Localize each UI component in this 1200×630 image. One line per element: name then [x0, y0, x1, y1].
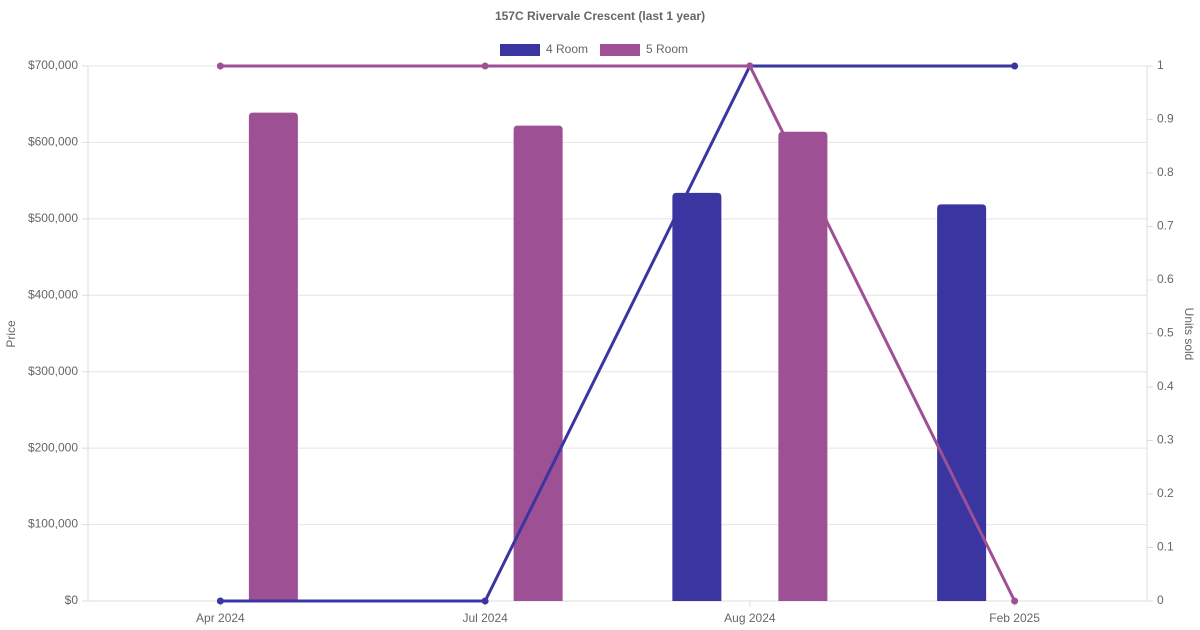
- y-tick-label: $200,000: [28, 440, 78, 454]
- bar: [672, 192, 722, 601]
- y2-tick-label: 0.6: [1157, 272, 1174, 286]
- y2-tick-label: 0: [1157, 593, 1164, 607]
- y2-tick-label: 0.8: [1157, 165, 1174, 179]
- point: [481, 62, 489, 70]
- legend-swatch[interactable]: [500, 44, 540, 56]
- y2-tick-label: 1: [1157, 58, 1164, 72]
- bar: [248, 112, 298, 601]
- y2-tick-label: 0.7: [1157, 219, 1174, 233]
- y-tick-label: $700,000: [28, 58, 78, 72]
- y-tick-label: $300,000: [28, 364, 78, 378]
- x-tick-label: Apr 2024: [196, 611, 245, 625]
- legend-label[interactable]: 5 Room: [646, 42, 688, 56]
- bar: [513, 125, 563, 601]
- x-tick-label: Jul 2024: [462, 611, 508, 625]
- y2-axis-title: Units sold: [1182, 308, 1196, 361]
- y2-tick-label: 0.3: [1157, 433, 1174, 447]
- chart-title: 157C Rivervale Crescent (last 1 year): [495, 9, 705, 23]
- point: [1011, 597, 1019, 605]
- legend-label[interactable]: 4 Room: [546, 42, 588, 56]
- y2-tick-label: 0.4: [1157, 379, 1174, 393]
- legend-swatch[interactable]: [600, 44, 640, 56]
- point: [481, 597, 489, 605]
- y-tick-label: $100,000: [28, 517, 78, 531]
- y-tick-label: $400,000: [28, 287, 78, 301]
- y-tick-label: $600,000: [28, 135, 78, 149]
- point: [1011, 62, 1019, 70]
- y2-tick-label: 0.5: [1157, 326, 1174, 340]
- point: [216, 62, 224, 70]
- y2-tick-label: 0.1: [1157, 540, 1174, 554]
- point: [746, 62, 754, 70]
- line: [220, 64, 1015, 603]
- line: [220, 64, 1016, 602]
- y2-tick-label: 0.9: [1157, 112, 1174, 126]
- x-tick-label: Feb 2025: [989, 611, 1040, 625]
- bar: [937, 204, 987, 602]
- point: [216, 597, 224, 605]
- bar: [778, 131, 828, 601]
- y2-tick-label: 0.2: [1157, 486, 1174, 500]
- y-tick-label: $0: [65, 593, 79, 607]
- y-axis-title: Price: [4, 320, 18, 348]
- y-tick-label: $500,000: [28, 211, 78, 225]
- x-tick-label: Aug 2024: [724, 611, 776, 625]
